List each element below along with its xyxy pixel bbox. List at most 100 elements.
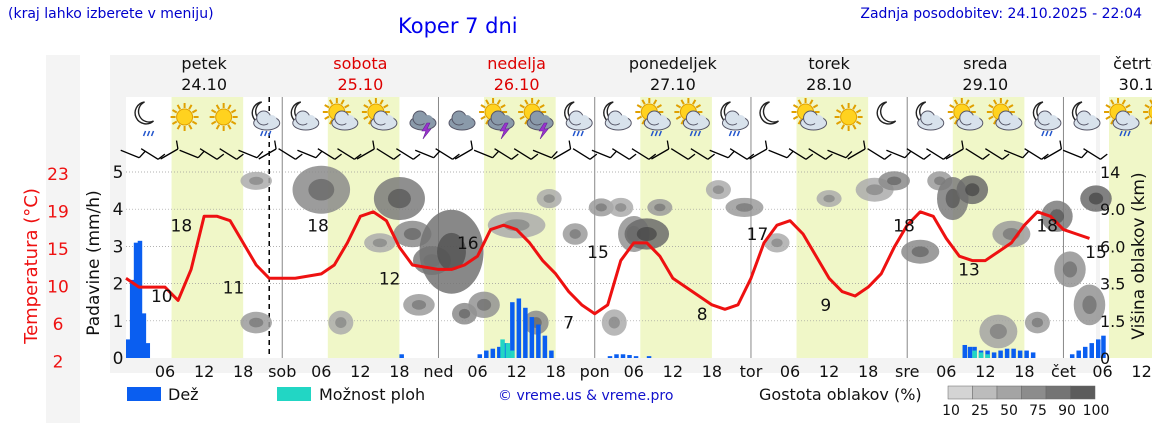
sun-ray — [215, 104, 221, 110]
precip-tick-label: 3 — [113, 237, 124, 257]
hour-tick-label: 12 — [194, 362, 214, 381]
sun-cloud-rain-icon — [674, 98, 710, 137]
rain-bar — [1024, 350, 1029, 358]
sun-ray — [1105, 115, 1111, 120]
rain-bar — [399, 354, 404, 358]
wind-barb-feather — [786, 151, 794, 159]
height-tick-label: 9.0 — [1100, 200, 1125, 219]
wind-barb — [847, 140, 866, 160]
wind-barb-shaft — [120, 149, 140, 159]
wind-barb — [611, 148, 637, 160]
wind-barb-shaft — [435, 148, 453, 160]
shower-bar — [500, 339, 505, 358]
cloud-shape — [930, 115, 941, 125]
wind-barb-feather — [551, 151, 558, 159]
wind-barb-shaft — [709, 149, 729, 159]
sun-ray — [1144, 104, 1150, 109]
cloud-shape — [813, 115, 824, 125]
sun-disc — [1148, 105, 1152, 119]
wind-barb — [1003, 149, 1029, 159]
wind-barb-shaft — [199, 148, 218, 160]
sun-ray — [191, 109, 198, 114]
wind-barb-feather — [295, 153, 303, 160]
wind-barb — [473, 149, 499, 159]
cloud-shape — [657, 115, 668, 125]
hour-tick-label: 18 — [858, 362, 878, 381]
wind-barb — [1043, 140, 1063, 160]
sun-ray — [992, 99, 998, 105]
legend-cloud-tick: 25 — [971, 403, 989, 419]
cloud-core — [712, 185, 725, 195]
day-name: torek — [808, 54, 850, 73]
hour-tick-label: 12 — [975, 362, 995, 381]
rain-drop — [146, 130, 151, 137]
wind-barb-feather — [1059, 140, 1063, 150]
day-short-label: pon — [580, 362, 610, 381]
legend-cloud-tick: 10 — [942, 403, 960, 419]
moon-icon — [876, 101, 897, 125]
day-date: 30.10 — [1119, 75, 1152, 94]
wind-barb — [985, 148, 1010, 160]
temp-data-label: 13 — [958, 261, 980, 281]
wind-barb-shaft — [867, 148, 885, 160]
moon-shape — [134, 101, 155, 125]
cloud-core — [1082, 295, 1097, 315]
precip-tick-label: 5 — [113, 163, 124, 183]
wind-barb-shaft — [945, 148, 964, 160]
wind-barb — [1083, 148, 1108, 160]
day-name: ponedeljek — [629, 54, 718, 73]
rain-bar — [484, 350, 489, 358]
wind-barb — [238, 149, 264, 159]
rain-drop — [736, 130, 741, 137]
wind-barb-feather — [609, 151, 617, 159]
cloud-core — [543, 194, 555, 203]
wind-barb — [219, 148, 244, 160]
wind-barb-shaft — [454, 148, 473, 160]
cloud-shape — [1086, 115, 1097, 125]
legend-showers-label: Možnost ploh — [319, 385, 425, 404]
wind-barb-shaft — [729, 148, 748, 160]
sun-ray — [524, 119, 529, 125]
sun-ray — [227, 124, 232, 130]
wind-barb-feather — [904, 151, 912, 159]
rain-bar — [490, 348, 496, 358]
wind-barb — [140, 148, 166, 160]
wind-barb-feather — [707, 153, 716, 160]
sun-ray — [1149, 99, 1152, 105]
sun-ray — [636, 104, 643, 109]
wind-barb — [532, 149, 558, 159]
sun-ray — [340, 99, 345, 105]
day-date: 28.10 — [806, 75, 852, 94]
wind-barb-feather — [1001, 153, 1010, 160]
wind-barb — [376, 148, 401, 160]
sun-ray — [652, 99, 658, 105]
rain-bar — [614, 354, 619, 358]
wind-barb-feather — [372, 140, 375, 150]
wind-barb-feather — [923, 153, 931, 160]
credit-text[interactable]: © vreme.us & vreme.pro — [498, 388, 674, 404]
temp-data-label: 18 — [307, 216, 329, 236]
temp-data-label: 10 — [151, 287, 173, 307]
day-short-label: sob — [268, 362, 296, 381]
wind-barb-feather — [236, 153, 244, 160]
sun-cloud-icon — [361, 98, 398, 131]
sun-ray — [328, 99, 334, 105]
day-name: sobota — [333, 54, 387, 73]
wind-barb-shaft — [611, 148, 630, 160]
daylight-band — [1109, 97, 1152, 358]
wind-barb-feather — [334, 153, 342, 160]
wind-barb — [278, 148, 303, 160]
rain-bar — [646, 356, 652, 358]
precip-tick-label: 2 — [113, 275, 124, 295]
sun-ray — [524, 99, 529, 105]
legend-showers-swatch — [277, 387, 311, 401]
sun-ray — [176, 104, 181, 110]
rain-drop — [689, 130, 694, 137]
sun-ray — [211, 109, 217, 114]
wind-barb-shaft — [749, 148, 768, 160]
rain-bar — [141, 313, 147, 358]
wind-barb-shaft — [552, 148, 571, 160]
rain-drop — [1119, 130, 1123, 137]
day-short-label: čet — [1051, 362, 1076, 381]
sun-ray — [1125, 104, 1131, 109]
